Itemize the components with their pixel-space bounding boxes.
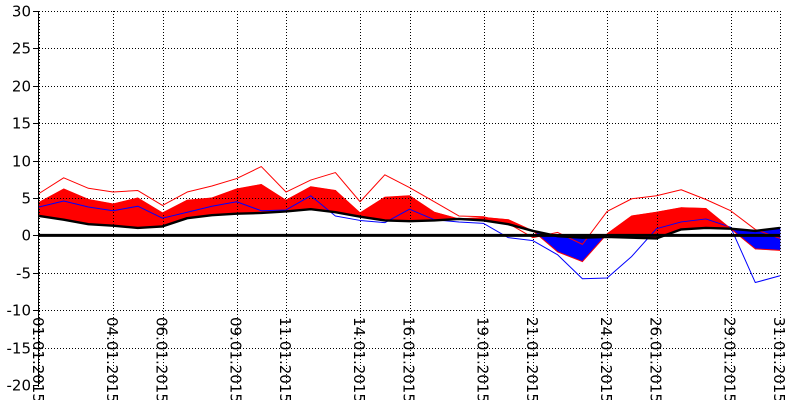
- warm-anomaly-area: [137, 197, 163, 229]
- y-tick-label: 20: [12, 78, 31, 96]
- y-tick-label: -20: [7, 377, 32, 395]
- series-lines: [38, 166, 781, 284]
- y-tick-labels: -20 -15 -10 -5 0 5 10 15 20 25 30: [7, 3, 32, 395]
- x-tick-label: 01.01.2015: [29, 317, 47, 400]
- x-tick-label: 14.01.2015: [350, 317, 368, 400]
- x-tick-label: 11.01.2015: [276, 317, 294, 400]
- warm-anomaly-area: [680, 207, 707, 230]
- reference-line: [38, 208, 781, 240]
- x-tick-labels: 01.01.2015 04.01.2015 06.01.2015 09.01.2015…: [29, 317, 788, 400]
- x-tick-label: 06.01.2015: [153, 317, 171, 400]
- warm-anomaly-area: [310, 186, 336, 213]
- y-tick-label: -5: [16, 265, 31, 283]
- x-tick-label: 16.01.2015: [400, 317, 418, 400]
- min-line: [38, 195, 781, 284]
- y-tick-label: -15: [7, 340, 32, 358]
- y-tick-label: 10: [12, 153, 31, 171]
- y-tick-label: 30: [12, 3, 31, 21]
- y-tick-label: 0: [21, 227, 31, 245]
- warm-anomaly-area: [384, 195, 410, 222]
- x-tick-label: 26.01.2015: [647, 317, 665, 400]
- y-tick-label: -10: [7, 302, 32, 320]
- y-tick-label: 25: [12, 40, 31, 58]
- x-tick-label: 29.01.2015: [721, 317, 739, 400]
- axes: [33, 11, 780, 387]
- mean-line: [38, 184, 781, 263]
- x-tick-label: 04.01.2015: [103, 317, 121, 400]
- x-tick-label: 09.01.2015: [227, 317, 245, 400]
- x-tick-label: 21.01.2015: [523, 317, 541, 400]
- warm-anomaly-area: [112, 197, 139, 229]
- x-tick-label: 31.01.2015: [770, 317, 788, 400]
- y-tick-label: 15: [12, 115, 31, 133]
- x-tick-label: 24.01.2015: [597, 317, 615, 400]
- max-line: [38, 166, 781, 245]
- y-tick-label: 5: [21, 190, 31, 208]
- x-tick-label: 19.01.2015: [474, 317, 492, 400]
